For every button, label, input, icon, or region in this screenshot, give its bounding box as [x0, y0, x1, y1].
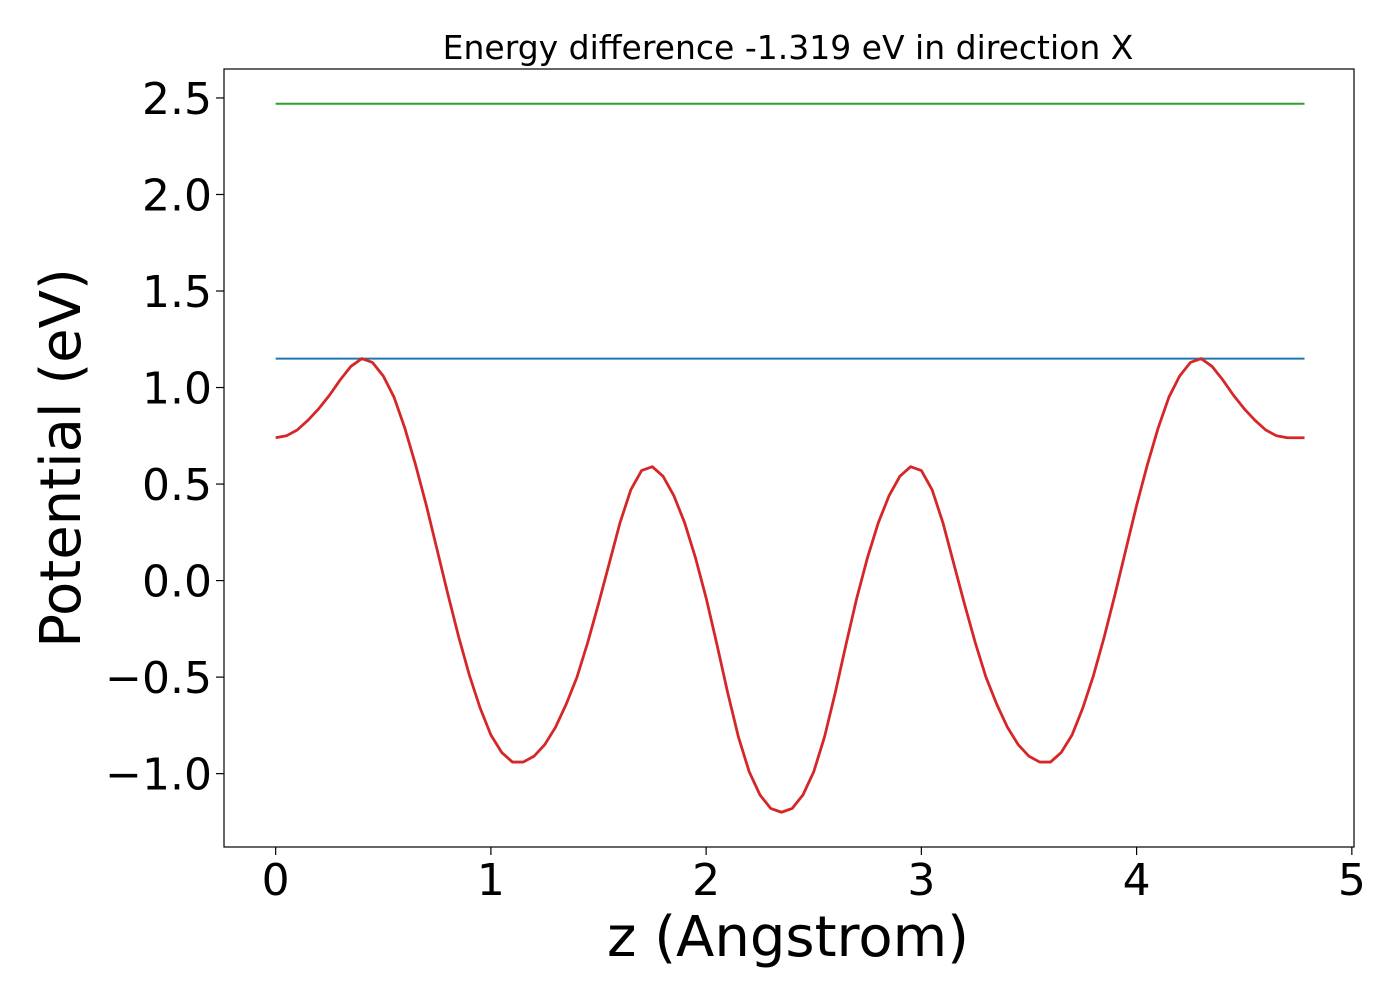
- x-axis-ticks: 0 1 2 3 4 5: [262, 847, 1366, 906]
- x-tick-label: 0: [262, 855, 290, 906]
- x-tick-label: 1: [477, 855, 505, 906]
- y-tick-label: 2.0: [142, 170, 212, 221]
- x-tick-label: 4: [1123, 855, 1151, 906]
- chart-title: Energy difference -1.319 eV in direction…: [443, 28, 1134, 67]
- y-tick-label: 0.5: [142, 460, 212, 511]
- x-axis-label: z (Angstrom): [607, 905, 969, 970]
- y-tick-label: 1.0: [142, 364, 212, 415]
- plot-frame: [223, 68, 1355, 848]
- y-axis-ticks: −1.0 −0.5 0.0 0.5 1.0 1.5 2.0 2.5: [105, 74, 224, 801]
- y-axis-label: Potential (eV): [29, 268, 94, 648]
- series-line-2: [275, 357, 1305, 814]
- x-tick-label: 5: [1338, 855, 1366, 906]
- y-tick-label: 2.5: [142, 74, 212, 125]
- y-tick-label: 0.0: [142, 557, 212, 608]
- y-tick-label: 1.5: [142, 267, 212, 318]
- y-tick-label: −0.5: [105, 653, 212, 704]
- x-tick-label: 2: [692, 855, 720, 906]
- x-tick-label: 3: [907, 855, 935, 906]
- y-tick-label: −1.0: [105, 750, 212, 801]
- series-layer: [275, 102, 1305, 814]
